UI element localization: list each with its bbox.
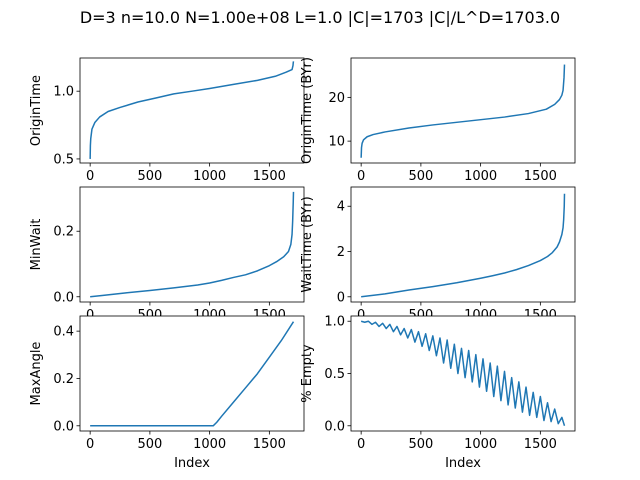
y-tick-label: 0.0	[53, 419, 74, 434]
x-tick-label: 500	[137, 437, 162, 452]
y-tick-label: 0.5	[53, 152, 74, 167]
y-axis-label: % Empty	[300, 344, 315, 403]
axes-frame	[350, 315, 576, 432]
data-series-line	[361, 193, 566, 298]
x-tick-label: 0	[357, 437, 365, 452]
x-tick-label: 1500	[253, 437, 286, 452]
x-tick-label: 0	[86, 169, 94, 184]
x-tick-label: 1000	[193, 437, 226, 452]
data-series-line	[90, 321, 295, 427]
subplot-6: 0 500 1000 1500 0.0 0.5 1.0 % Empty Index	[300, 315, 576, 471]
x-tick-label: 1000	[193, 169, 226, 184]
y-tick-label: 10	[328, 135, 345, 150]
y-tick-label: 20	[328, 91, 345, 106]
x-tick-label: 0	[357, 169, 365, 184]
x-axis-label: Index	[174, 456, 210, 471]
data-series-line	[89, 61, 295, 159]
subplot-2: 0 500 1000 1500 10 20 OriginTime (BYr)	[300, 57, 576, 184]
x-tick-label: 500	[137, 169, 162, 184]
x-tick-label: 1500	[253, 169, 286, 184]
y-tick-label: 1.0	[53, 85, 74, 100]
data-series-line	[360, 320, 566, 426]
axes-frame	[350, 186, 576, 303]
axes-frame	[79, 186, 305, 303]
y-tick-label: 0.5	[324, 367, 345, 382]
y-axis-label: WaitTime (BYr)	[300, 196, 315, 292]
x-tick-label: 500	[408, 169, 433, 184]
y-tick-label: 1.0	[324, 315, 345, 330]
y-tick-label: 0	[337, 290, 345, 305]
y-tick-label: 2	[337, 245, 345, 260]
x-tick-label: 1000	[464, 437, 497, 452]
x-tick-label: 0	[86, 437, 94, 452]
x-tick-label: 1000	[464, 169, 497, 184]
x-axis-label: Index	[445, 456, 481, 471]
y-tick-label: 0.0	[324, 419, 345, 434]
y-axis-label: OriginTime (BYr)	[300, 57, 315, 164]
axes-frame	[79, 315, 305, 432]
x-tick-label: 1500	[524, 169, 557, 184]
axes-frame	[350, 57, 576, 164]
y-tick-label: 0.2	[53, 225, 74, 240]
data-series-line	[360, 64, 566, 158]
subplot-1: 0 500 1000 1500 0.5 1.0 OriginTime	[29, 57, 305, 184]
x-tick-label: 500	[408, 437, 433, 452]
y-tick-label: 0.0	[53, 290, 74, 305]
data-series-line	[90, 191, 295, 298]
y-tick-label: 0.2	[53, 372, 74, 387]
y-tick-label: 0.4	[53, 325, 74, 340]
x-tick-label: 1500	[524, 437, 557, 452]
y-tick-label: 4	[337, 200, 345, 215]
figure-suptitle: D=3 n=10.0 N=1.00e+08 L=1.0 |C|=1703 |C|…	[80, 8, 560, 27]
subplot-5: 0 500 1000 1500 0.0 0.2 0.4 MaxAngle Index	[29, 315, 305, 471]
y-axis-label: MinWait	[29, 219, 44, 271]
x-tick-label: 0	[86, 308, 94, 323]
y-axis-label: OriginTime	[29, 75, 44, 146]
y-axis-label: MaxAngle	[29, 342, 44, 406]
axes-frame	[79, 57, 305, 164]
x-tick-label: 0	[357, 308, 365, 323]
